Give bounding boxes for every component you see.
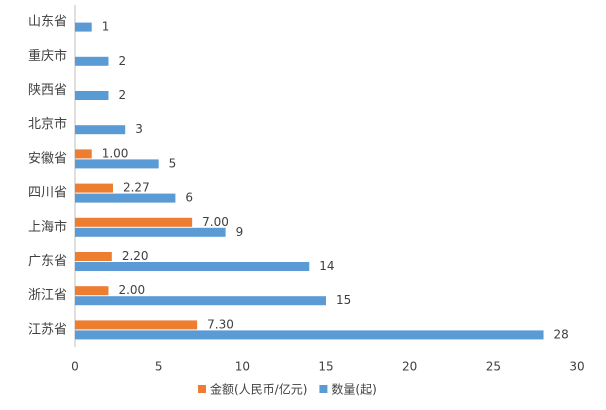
x-tick-label: 15: [318, 360, 333, 374]
x-tick-label: 20: [402, 360, 417, 374]
value-label: 2: [118, 54, 126, 68]
value-label: 2: [118, 88, 126, 102]
value-label: 6: [185, 191, 193, 205]
bar: [75, 22, 92, 32]
y-tick-label: 北京市: [28, 116, 67, 132]
bar: [75, 252, 112, 261]
bar: [75, 91, 109, 100]
y-tick-label: 四川省: [28, 186, 67, 201]
value-label: 7.00: [202, 215, 229, 229]
y-tick-label: 广东省: [28, 254, 67, 269]
x-tick-label: 25: [486, 360, 501, 374]
bar: [75, 159, 159, 169]
value-label: 9: [236, 225, 244, 239]
bar: [75, 56, 109, 66]
bar: [75, 286, 109, 296]
value-label: 2.27: [123, 181, 150, 195]
bar: [75, 320, 198, 330]
bar: [75, 217, 193, 227]
y-tick-label: 江苏省: [28, 321, 67, 337]
legend-swatch: [198, 385, 206, 393]
legend-label: 金额(人民币/亿元): [210, 382, 307, 397]
x-tick-label: 0: [71, 360, 79, 374]
value-label: 15: [336, 293, 351, 307]
x-tick-label: 5: [155, 360, 163, 374]
value-label: 1.00: [102, 146, 129, 160]
bar: [75, 296, 326, 306]
bar: [75, 227, 226, 237]
bar: [75, 125, 126, 135]
bar: [75, 183, 113, 193]
value-label: 5: [169, 156, 177, 170]
value-label: 3: [135, 122, 143, 136]
value-label: 28: [554, 327, 569, 341]
legend-swatch: [319, 385, 328, 393]
value-label: 7.30: [207, 317, 234, 331]
value-label: 2.00: [118, 283, 145, 297]
bar: [75, 262, 310, 271]
y-tick-label: 安徽省: [28, 151, 67, 166]
value-label: 1: [102, 20, 110, 34]
legend-label: 数量(起): [331, 382, 376, 397]
y-tick-label: 陕西省: [28, 83, 67, 98]
bar: [75, 149, 92, 159]
x-tick-label: 10: [235, 360, 250, 374]
x-tick-label: 30: [569, 360, 584, 374]
bar: [75, 193, 176, 203]
y-tick-label: 浙江省: [28, 288, 67, 303]
y-tick-label: 重庆市: [28, 48, 67, 64]
y-tick-label: 上海市: [28, 219, 67, 235]
bar: [75, 330, 544, 340]
value-label: 2.20: [122, 249, 149, 263]
y-tick-label: 山东省: [28, 15, 67, 30]
value-label: 14: [319, 259, 334, 273]
